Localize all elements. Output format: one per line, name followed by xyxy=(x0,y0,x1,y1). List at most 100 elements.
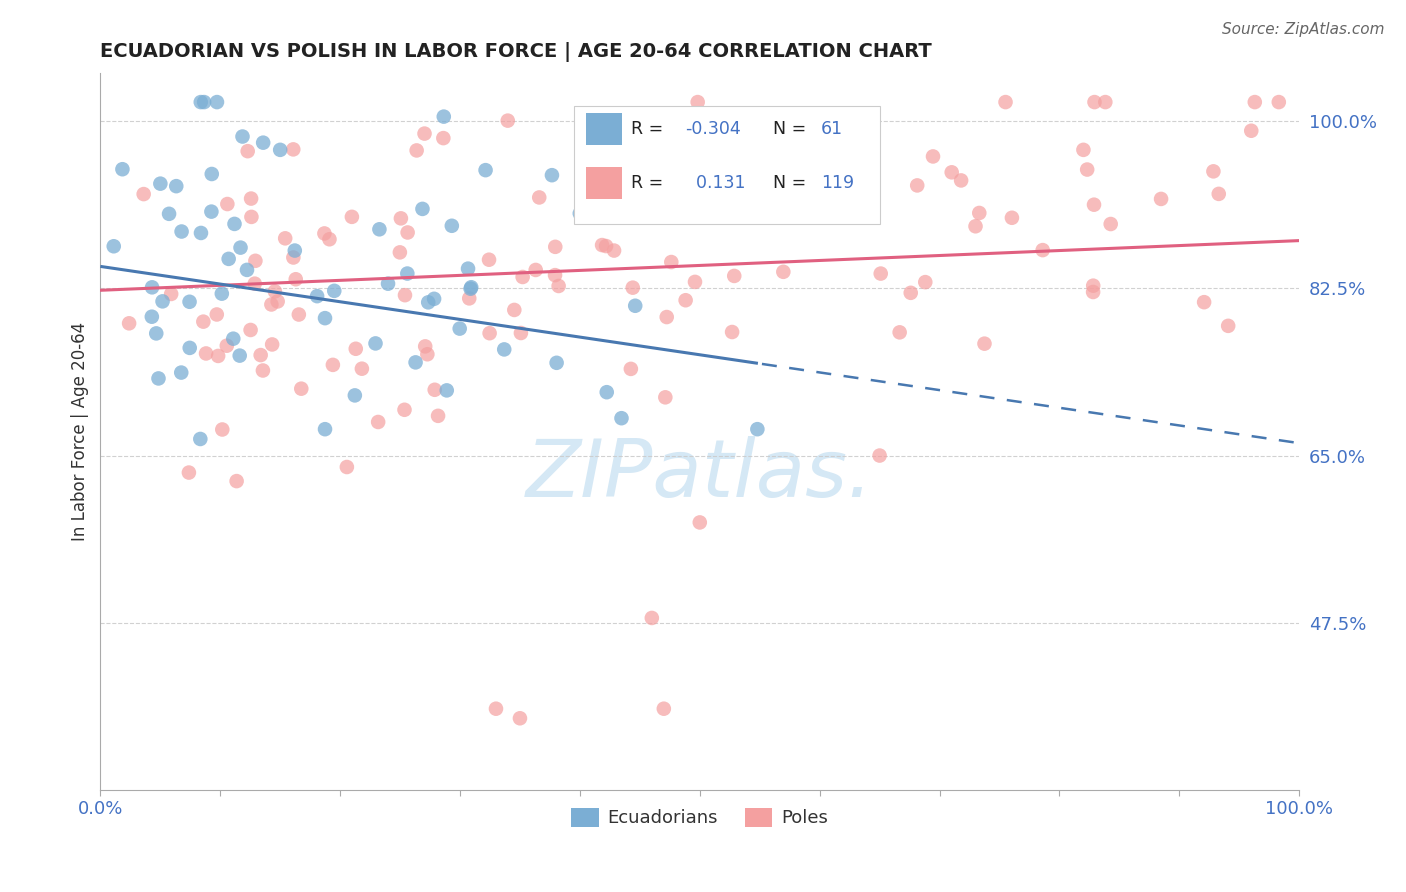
Point xyxy=(322,358,344,372)
Point xyxy=(264,285,287,299)
Text: 119: 119 xyxy=(821,174,853,192)
Point xyxy=(236,263,259,277)
Point xyxy=(449,321,471,335)
Point xyxy=(509,711,531,725)
FancyBboxPatch shape xyxy=(586,167,621,199)
Point xyxy=(460,280,482,294)
Point xyxy=(405,355,427,369)
Point xyxy=(1001,211,1024,225)
Point xyxy=(190,95,212,109)
Point xyxy=(413,339,436,353)
Point xyxy=(149,177,172,191)
Point xyxy=(524,263,547,277)
Point xyxy=(344,342,367,356)
Point xyxy=(160,287,183,301)
Point xyxy=(141,280,163,294)
Point xyxy=(336,460,359,475)
Point xyxy=(211,422,233,436)
Point xyxy=(239,323,262,337)
Point xyxy=(222,332,245,346)
Point xyxy=(314,227,336,241)
Point xyxy=(546,356,568,370)
Text: 0.131: 0.131 xyxy=(685,174,747,192)
Point xyxy=(631,184,654,198)
Point xyxy=(432,131,454,145)
Point xyxy=(413,127,436,141)
Text: R =: R = xyxy=(631,120,664,137)
Point xyxy=(215,339,238,353)
Point xyxy=(389,211,412,226)
Point xyxy=(969,206,991,220)
Point xyxy=(596,385,619,400)
Point xyxy=(496,113,519,128)
Point xyxy=(512,270,534,285)
Point xyxy=(620,362,643,376)
Point xyxy=(111,162,134,177)
Point xyxy=(900,285,922,300)
Point xyxy=(478,252,501,267)
Point xyxy=(1218,318,1240,333)
Point xyxy=(340,210,363,224)
Point xyxy=(396,226,419,240)
Point xyxy=(733,161,755,176)
Point xyxy=(262,337,284,351)
Point xyxy=(225,474,247,488)
Point xyxy=(1240,124,1263,138)
FancyBboxPatch shape xyxy=(574,105,880,224)
Point xyxy=(283,142,305,156)
Point xyxy=(474,163,496,178)
Point xyxy=(411,202,433,216)
Point xyxy=(914,275,936,289)
Point xyxy=(721,325,744,339)
Point xyxy=(675,293,697,308)
Point xyxy=(683,275,706,289)
Point xyxy=(624,299,647,313)
Point xyxy=(416,347,439,361)
Point xyxy=(405,144,427,158)
Point xyxy=(723,268,745,283)
Point xyxy=(260,297,283,311)
Point xyxy=(266,294,288,309)
Point xyxy=(188,432,211,446)
Point xyxy=(905,178,928,193)
Point xyxy=(394,402,416,417)
Point xyxy=(364,336,387,351)
Point xyxy=(218,252,240,266)
Point xyxy=(494,343,516,357)
Point xyxy=(621,168,644,182)
Point xyxy=(922,149,945,163)
Text: R =: R = xyxy=(631,174,664,192)
Point xyxy=(165,179,187,194)
Point xyxy=(205,95,228,109)
Point xyxy=(621,280,644,294)
Point xyxy=(1073,143,1095,157)
Point xyxy=(965,219,987,234)
Point xyxy=(368,222,391,236)
Point xyxy=(269,143,291,157)
Point xyxy=(1083,95,1105,109)
Point xyxy=(457,261,479,276)
Point xyxy=(869,267,891,281)
Point xyxy=(236,144,259,158)
Point xyxy=(240,192,263,206)
Point xyxy=(1032,243,1054,257)
Point xyxy=(973,336,995,351)
Point xyxy=(994,95,1017,109)
Point xyxy=(1150,192,1173,206)
Point xyxy=(284,272,307,286)
Point xyxy=(141,310,163,324)
Point xyxy=(547,279,569,293)
Point xyxy=(283,251,305,265)
Point xyxy=(152,294,174,309)
Point xyxy=(207,349,229,363)
Point xyxy=(582,196,605,211)
Point xyxy=(343,388,366,402)
Point xyxy=(170,225,193,239)
Point xyxy=(249,348,271,362)
Point xyxy=(544,268,567,282)
Point xyxy=(503,302,526,317)
Point xyxy=(318,232,340,246)
Text: Source: ZipAtlas.com: Source: ZipAtlas.com xyxy=(1222,22,1385,37)
Point xyxy=(686,95,709,109)
Point xyxy=(240,210,263,224)
